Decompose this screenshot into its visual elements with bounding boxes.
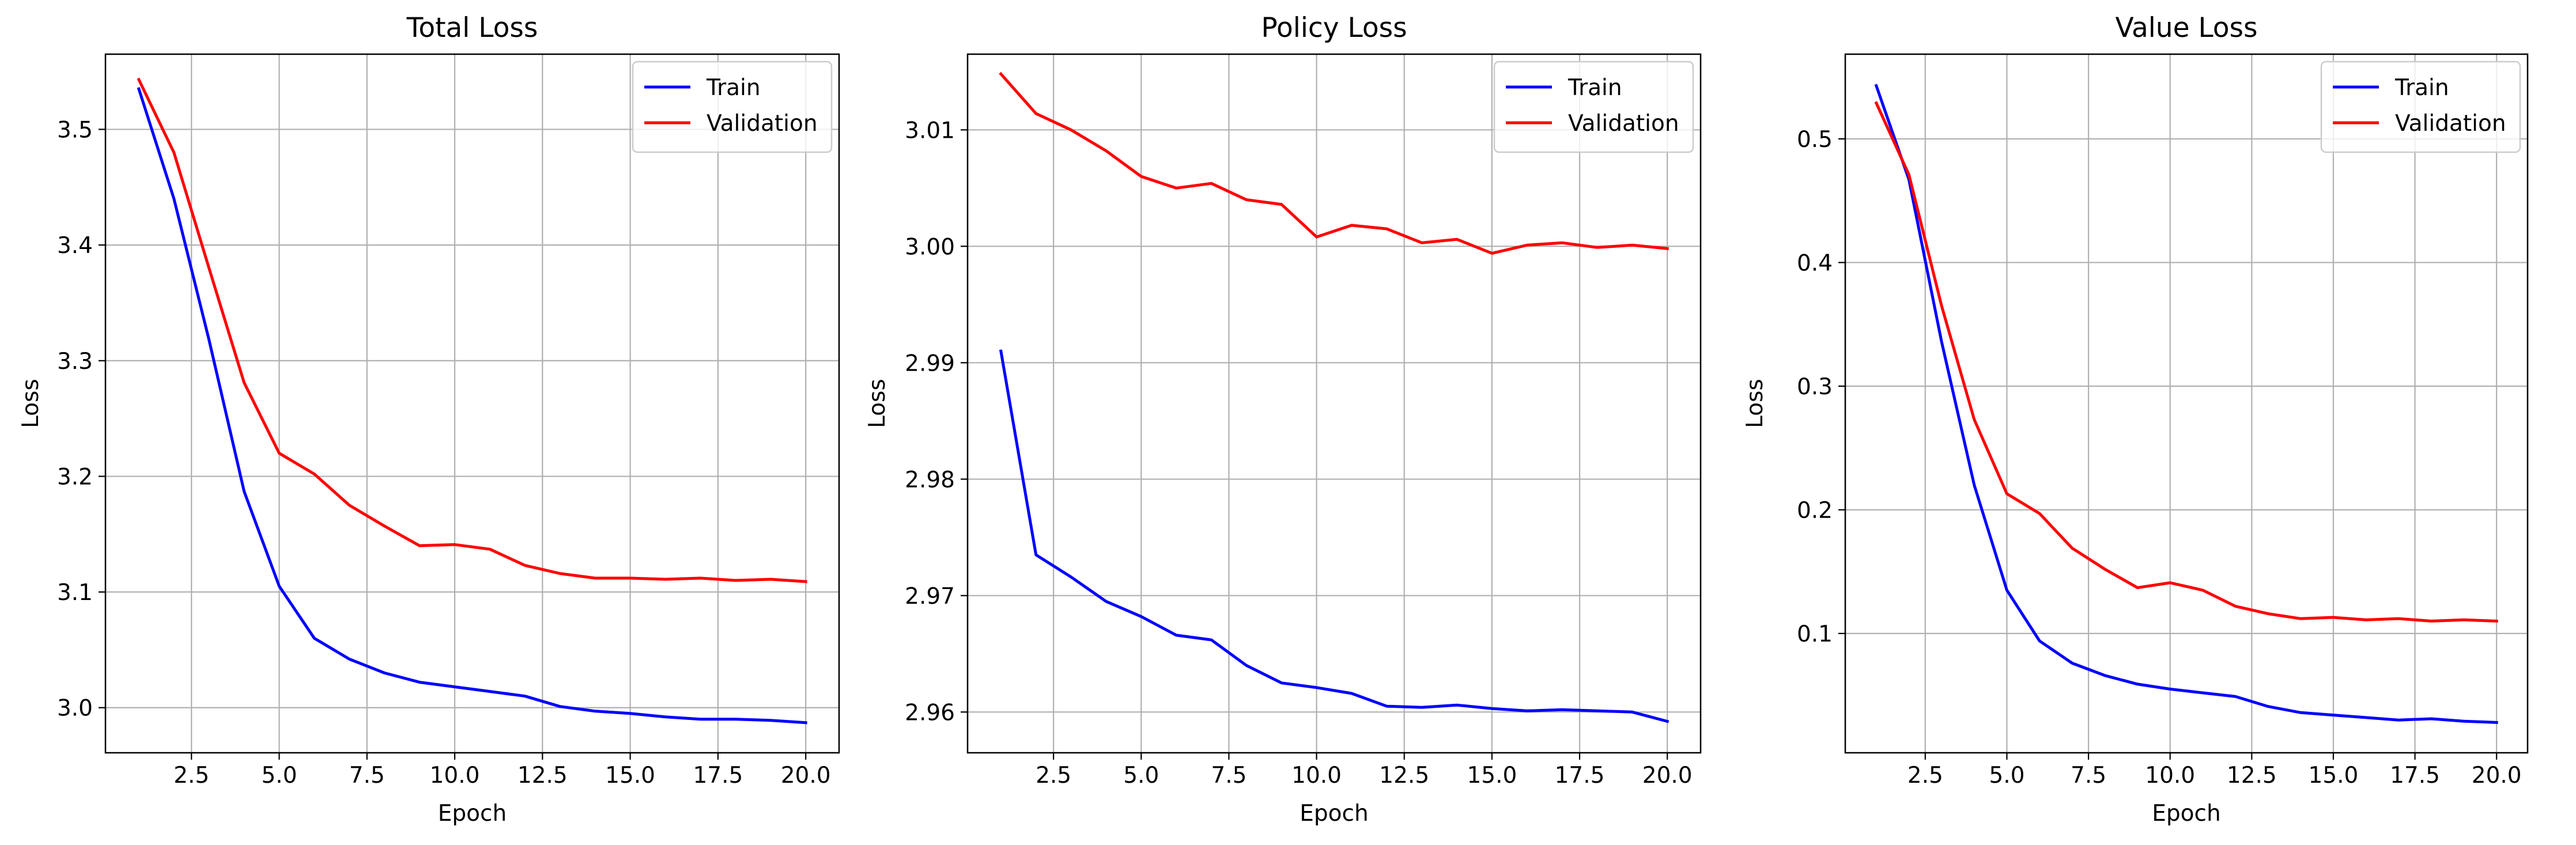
y-tick-label: 0.1 (1797, 621, 1833, 647)
chart-title: Total Loss (406, 12, 538, 44)
y-tick-label: 0.4 (1797, 250, 1833, 276)
legend-label-train: Train (706, 75, 761, 101)
x-tick-label: 12.5 (1379, 763, 1429, 789)
x-tick-label: 20.0 (1642, 763, 1693, 789)
legend: Train Validation (632, 61, 833, 153)
legend-label-validation: Validation (707, 111, 818, 137)
x-tick-label: 17.5 (693, 763, 743, 789)
legend-box (632, 61, 833, 153)
y-tick-label: 0.2 (1797, 497, 1833, 523)
x-tick-label: 2.5 (1036, 763, 1071, 789)
x-tick-label: 10.0 (1291, 763, 1342, 789)
series-line-validation (1874, 101, 2498, 623)
legend-box (1493, 61, 1694, 153)
x-axis-label: Epoch (1300, 801, 1368, 827)
y-tick-label: 2.99 (905, 350, 955, 376)
x-tick-label: 2.5 (1908, 763, 1943, 789)
legend-label-validation: Validation (2395, 111, 2506, 137)
x-axis-label: Epoch (2152, 801, 2220, 827)
series-line-validation (999, 71, 1669, 255)
x-tick-label: 15.0 (605, 763, 655, 789)
series-line-train (137, 87, 807, 725)
chart-title: Policy Loss (1261, 12, 1407, 44)
legend-label-train: Train (1567, 75, 1622, 101)
x-tick-label: 15.0 (1467, 763, 1517, 789)
x-tick-label: 7.5 (349, 763, 385, 789)
y-axis-label: Loss (864, 379, 890, 428)
x-tick-label: 7.5 (2071, 763, 2106, 789)
axes-frame (104, 53, 840, 754)
axes-frame (1844, 53, 2529, 754)
x-tick-label: 2.5 (173, 763, 209, 789)
y-tick-label: 3.0 (57, 696, 93, 722)
x-tick-label: 12.5 (518, 763, 568, 789)
series-line-validation (137, 77, 807, 583)
legend: Train Validation (1493, 61, 1694, 153)
y-tick-label: 3.00 (905, 234, 955, 260)
x-tick-label: 5.0 (261, 763, 297, 789)
x-tick-label: 7.5 (1211, 763, 1247, 789)
y-axis-label: Loss (1742, 379, 1768, 428)
x-tick-label: 5.0 (1989, 763, 2024, 789)
series-line-train (1874, 84, 2498, 724)
y-axis-label: Loss (18, 379, 44, 428)
x-tick-label: 17.5 (1555, 763, 1605, 789)
y-tick-label: 3.4 (57, 233, 93, 259)
chart-panel: 2.5 5.0 7.5 10.0 12.5 15.0 17.5 20.0 2.96 2.97 2.9… (864, 12, 1702, 827)
y-tick-label: 2.98 (905, 467, 955, 493)
x-tick-label: 10.0 (430, 763, 480, 789)
legend: Train Validation (2320, 61, 2521, 153)
axes-frame (966, 53, 1702, 754)
y-tick-label: 2.97 (905, 583, 955, 609)
legend-label-validation: Validation (1568, 111, 1679, 137)
x-tick-label: 17.5 (2390, 763, 2440, 789)
x-tick-label: 10.0 (2145, 763, 2195, 789)
y-tick-label: 0.3 (1797, 374, 1833, 400)
y-tick-label: 2.96 (905, 700, 955, 726)
x-tick-label: 20.0 (2472, 763, 2522, 789)
y-tick-label: 3.1 (57, 580, 93, 606)
y-tick-label: 0.5 (1797, 127, 1833, 153)
chart-panel: 2.5 5.0 7.5 10.0 12.5 15.0 17.5 20.0 3.0 3.1 3.2 3.… (18, 12, 840, 827)
x-tick-label: 12.5 (2227, 763, 2277, 789)
series-line-train (999, 349, 1670, 723)
chart-panel: 2.5 5.0 7.5 10.0 12.5 15.0 17.5 20.0 0.1 0.2 0.3 0.… (1742, 12, 2529, 827)
x-tick-label: 15.0 (2309, 763, 2359, 789)
legend-label-train: Train (2394, 75, 2449, 101)
y-tick-label: 3.01 (905, 118, 955, 144)
y-tick-label: 3.3 (57, 349, 93, 375)
legend-box (2320, 61, 2521, 153)
y-tick-label: 3.5 (57, 117, 93, 143)
y-tick-label: 3.2 (57, 464, 93, 490)
x-tick-label: 5.0 (1123, 763, 1159, 789)
chart-title: Value Loss (2115, 12, 2257, 44)
x-tick-label: 20.0 (781, 763, 831, 789)
x-axis-label: Epoch (438, 801, 507, 827)
